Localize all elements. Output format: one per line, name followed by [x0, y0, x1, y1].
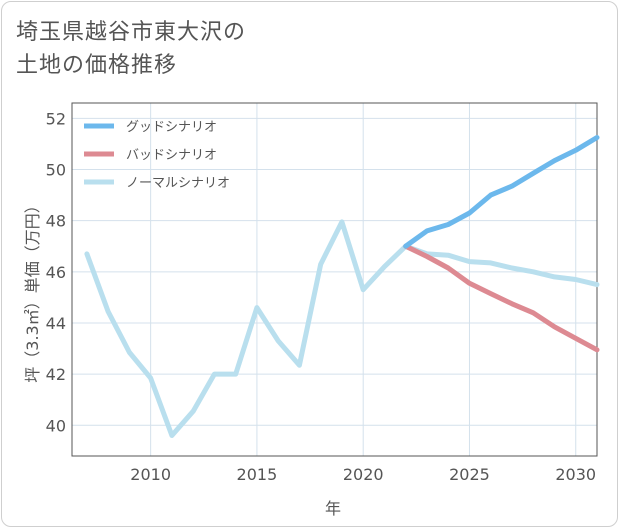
y-tick-labels: 40 42 44 46 48 50 52: [46, 109, 66, 435]
y-tick-label: 44: [46, 314, 66, 333]
x-tick-labels: 2010 2015 2020 2025 2030: [130, 465, 596, 484]
series-line-3: [84, 219, 600, 438]
chart-title-line-1: 埼玉県越谷市東大沢の: [16, 20, 247, 45]
series-line-2: [403, 243, 600, 353]
x-tick-label: 2030: [555, 465, 596, 484]
y-tick-label: 50: [46, 161, 66, 180]
y-tick-label: 40: [46, 416, 66, 435]
y-tick-label: 52: [46, 109, 66, 128]
x-tick-label: 2015: [237, 465, 278, 484]
grid-lines: [72, 103, 597, 456]
x-tick-label: 2010: [130, 465, 171, 484]
x-axis-title: 年: [325, 499, 341, 518]
y-tick-label: 42: [46, 365, 66, 384]
legend-label-2: バッドシナリオ: [126, 148, 217, 163]
y-axis-title: 坪（3.3㎡）単価（万円）: [23, 197, 42, 382]
series-line-1: [403, 135, 600, 249]
x-tick-label: 2025: [449, 465, 490, 484]
y-tick-label: 46: [46, 263, 66, 282]
legend-label-3: ノーマルシナリオ: [126, 176, 230, 191]
chart-title-line-2: 土地の価格推移: [16, 53, 178, 78]
chart-title: 埼玉県越谷市東大沢の 土地の価格推移: [16, 16, 246, 82]
plot-area: [71, 102, 598, 457]
legend-label-1: グッドシナリオ: [126, 120, 217, 135]
y-tick-label: 48: [46, 212, 66, 231]
series-lines: [84, 135, 600, 438]
x-tick-label: 2020: [343, 465, 384, 484]
